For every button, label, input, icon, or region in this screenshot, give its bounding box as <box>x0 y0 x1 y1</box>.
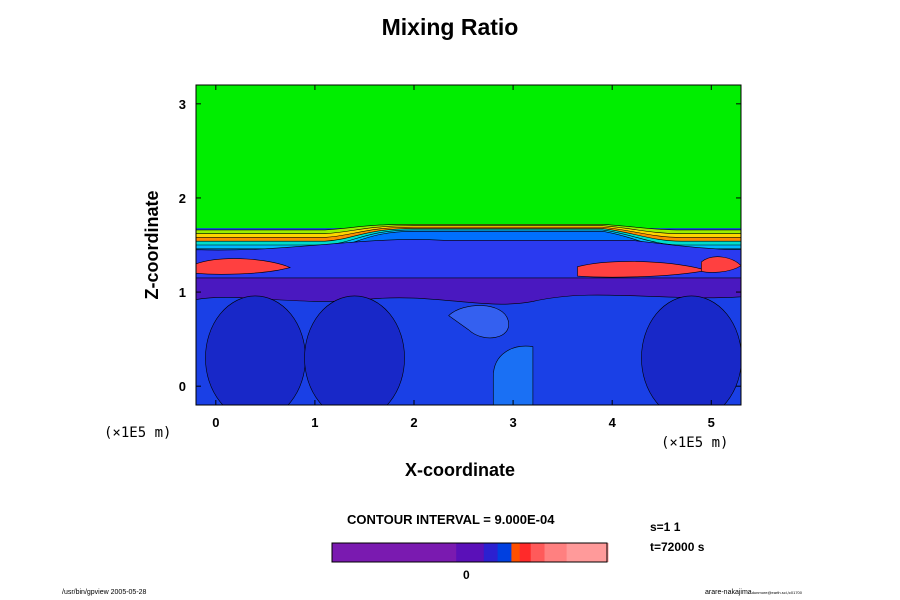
x-tick-label: 5 <box>708 415 715 430</box>
colorbar-zero-label: 0 <box>463 568 470 582</box>
footer-author: arare-nakajimadunmore@earth.sci,/c01700 <box>705 589 802 596</box>
eddy <box>304 295 405 405</box>
colorbar-segment <box>456 543 485 562</box>
upper-region <box>196 85 741 229</box>
colorbar-segment <box>519 543 532 562</box>
x-tick-label: 2 <box>410 415 417 430</box>
colorbar-segment <box>566 543 609 562</box>
updraft-column <box>492 345 534 405</box>
colorbar-segment <box>544 543 568 562</box>
step-label: s=1 1 <box>650 520 681 534</box>
eddy <box>641 295 741 405</box>
x-tick-label: 4 <box>609 415 617 430</box>
chart-title: Mixing Ratio <box>381 14 519 40</box>
y-tick-label: 1 <box>179 285 186 300</box>
y-tick-label: 2 <box>179 191 186 206</box>
x-axis: 0 1 2 3 4 5 <box>212 85 715 430</box>
contour-interval-label: CONTOUR INTERVAL = 9.000E-04 <box>347 512 555 527</box>
y-tick-label: 0 <box>179 379 186 394</box>
x-tick-label: 0 <box>212 415 219 430</box>
contour-fields <box>196 85 741 405</box>
x-scale-label: (×1E5 m) <box>661 435 729 451</box>
colorbar-segment <box>497 543 512 562</box>
colorbar-segment <box>414 543 457 562</box>
y-axis-label: Z-coordinate <box>142 190 162 299</box>
y-axis: 0 1 2 3 <box>179 97 741 394</box>
y-tick-label: 3 <box>179 97 186 112</box>
x-tick-label: 3 <box>509 415 516 430</box>
time-label: t=72000 s <box>650 540 705 554</box>
x-axis-label: X-coordinate <box>405 460 516 480</box>
y-scale-label: (×1E5 m) <box>104 425 172 441</box>
colorbar-segment <box>483 543 499 562</box>
plume <box>196 258 292 275</box>
footer-command: /usr/bin/gpview 2005-05-28 <box>62 589 147 596</box>
plot-frame <box>195 84 742 406</box>
colorbar-segment <box>332 543 416 562</box>
colorbar <box>331 542 609 563</box>
colorbar-segment <box>511 543 521 562</box>
x-tick-label: 1 <box>311 415 318 430</box>
colorbar-segment <box>530 543 546 562</box>
eddy <box>205 295 306 405</box>
central-plume <box>448 305 509 339</box>
colorbar-frame <box>331 542 608 563</box>
